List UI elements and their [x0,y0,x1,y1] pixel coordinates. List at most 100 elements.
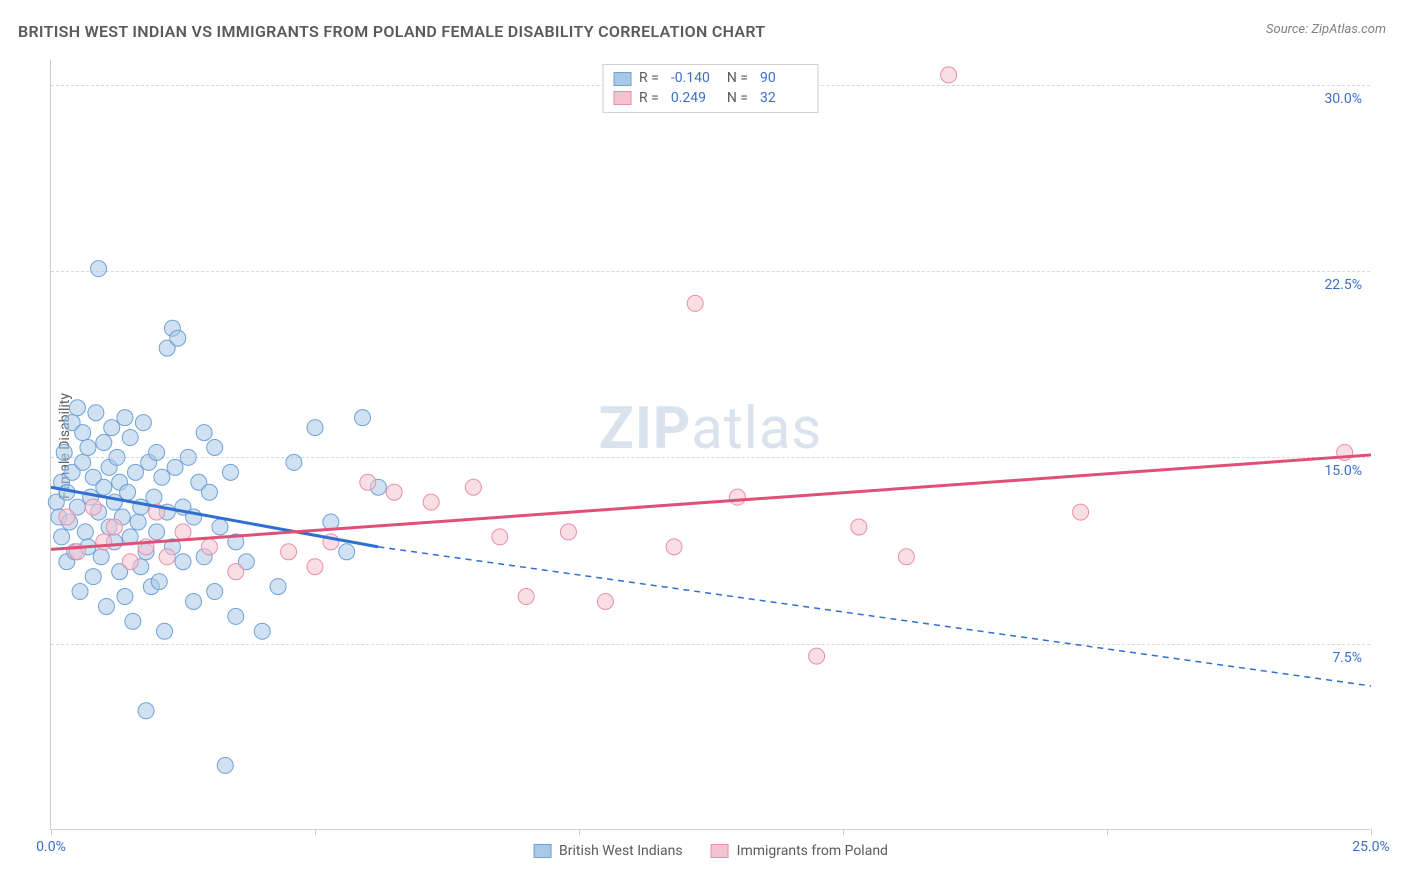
legend-swatch-pink [711,844,729,858]
scatter-point [88,405,104,421]
chart-container: BRITISH WEST INDIAN VS IMMIGRANTS FROM P… [0,0,1406,892]
scatter-point [175,554,191,570]
scatter-point [135,415,151,431]
scatter-point [281,544,297,560]
scatter-point [109,449,125,465]
scatter-point [809,648,825,664]
scatter-point [223,464,239,480]
x-tick [51,829,52,835]
scatter-point [286,454,302,470]
scatter-point [77,524,93,540]
scatter-point [149,524,165,540]
x-tick-label: 0.0% [36,839,66,855]
scatter-point [217,757,233,773]
scatter-point [307,420,323,436]
scatter-point [130,514,146,530]
scatter-point [72,584,88,600]
scatter-point [518,589,534,605]
scatter-point [851,519,867,535]
scatter-point [69,400,85,416]
source-label: Source: [1266,22,1308,37]
x-tick [843,829,844,835]
scatter-point [307,559,323,575]
scatter-point [106,519,122,535]
scatter-point [125,613,141,629]
legend-item-a: British West Indians [533,843,683,859]
scatter-point [492,529,508,545]
scatter-point [167,459,183,475]
scatter-point [149,444,165,460]
scatter-point [687,295,703,311]
legend-series-names: British West Indians Immigrants from Pol… [533,843,888,859]
scatter-point [85,499,101,515]
scatter-point [117,589,133,605]
x-tick-label: 25.0% [1352,839,1390,855]
scatter-point [254,623,270,639]
scatter-point [465,479,481,495]
scatter-point [138,703,154,719]
scatter-svg [51,60,1370,829]
scatter-point [127,464,143,480]
source-attribution: Source: ZipAtlas.com [1266,22,1386,37]
scatter-point [175,524,191,540]
scatter-point [122,554,138,570]
scatter-point [154,469,170,485]
x-tick [315,829,316,835]
scatter-point [898,549,914,565]
legend-item-b: Immigrants from Poland [711,843,888,859]
scatter-point [597,593,613,609]
scatter-point [96,534,112,550]
x-tick [1371,829,1372,835]
scatter-point [170,330,186,346]
scatter-point [117,410,133,426]
scatter-point [560,524,576,540]
scatter-point [729,489,745,505]
scatter-point [201,539,217,555]
scatter-point [59,509,75,525]
scatter-point [1073,504,1089,520]
scatter-point [56,444,72,460]
scatter-point [93,549,109,565]
scatter-point [80,439,96,455]
scatter-point [666,539,682,555]
scatter-point [122,430,138,446]
scatter-point [98,598,114,614]
scatter-point [75,454,91,470]
scatter-point [201,484,217,500]
scatter-point [91,261,107,277]
x-tick [579,829,580,835]
legend-swatch-blue [533,844,551,858]
legend-label-b: Immigrants from Poland [737,843,888,859]
scatter-point [85,569,101,585]
scatter-point [157,623,173,639]
scatter-point [339,544,355,560]
scatter-point [941,67,957,83]
scatter-point [186,593,202,609]
scatter-point [180,449,196,465]
x-tick [1107,829,1108,835]
scatter-point [212,519,228,535]
scatter-point [159,549,175,565]
source-value: ZipAtlas.com [1311,22,1386,37]
legend-label-a: British West Indians [559,843,683,859]
plot-area: ZIPatlas 7.5%15.0%22.5%30.0% 0.0%25.0% R… [50,60,1370,830]
scatter-point [54,529,70,545]
scatter-point [96,435,112,451]
scatter-point [360,474,376,490]
scatter-point [423,494,439,510]
scatter-point [196,425,212,441]
scatter-point [75,425,91,441]
chart-title: BRITISH WEST INDIAN VS IMMIGRANTS FROM P… [18,22,765,41]
scatter-point [207,439,223,455]
scatter-point [228,564,244,580]
scatter-point [270,579,286,595]
scatter-point [228,608,244,624]
scatter-point [104,420,120,436]
scatter-point [120,484,136,500]
scatter-point [386,484,402,500]
scatter-point [207,584,223,600]
scatter-point [146,489,162,505]
scatter-point [355,410,371,426]
scatter-point [151,574,167,590]
scatter-point [96,479,112,495]
